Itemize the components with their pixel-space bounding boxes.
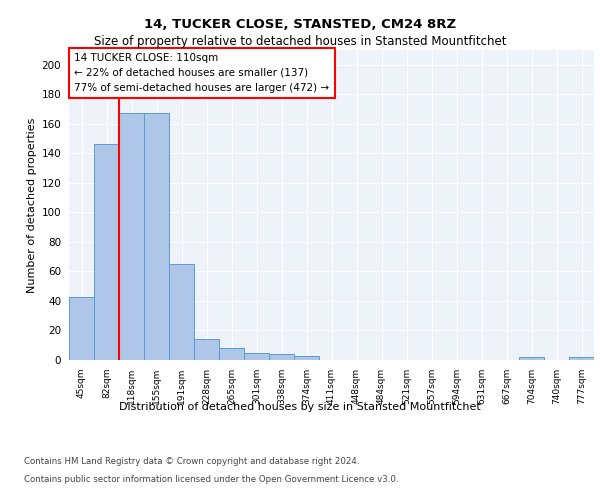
Bar xyxy=(194,340,219,360)
Text: Contains public sector information licensed under the Open Government Licence v3: Contains public sector information licen… xyxy=(24,475,398,484)
Bar xyxy=(69,296,94,360)
Text: Distribution of detached houses by size in Stansted Mountfitchet: Distribution of detached houses by size … xyxy=(119,402,481,412)
Text: Contains HM Land Registry data © Crown copyright and database right 2024.: Contains HM Land Registry data © Crown c… xyxy=(24,458,359,466)
Bar xyxy=(219,348,244,360)
Text: 14, TUCKER CLOSE, STANSTED, CM24 8RZ: 14, TUCKER CLOSE, STANSTED, CM24 8RZ xyxy=(144,18,456,30)
Bar xyxy=(569,357,594,360)
Bar xyxy=(519,357,544,360)
Bar xyxy=(294,356,319,360)
Bar xyxy=(119,114,144,360)
Bar xyxy=(144,114,169,360)
Text: 14 TUCKER CLOSE: 110sqm
← 22% of detached houses are smaller (137)
77% of semi-d: 14 TUCKER CLOSE: 110sqm ← 22% of detache… xyxy=(74,53,329,92)
Bar xyxy=(244,352,269,360)
Bar xyxy=(269,354,294,360)
Y-axis label: Number of detached properties: Number of detached properties xyxy=(28,118,37,292)
Bar xyxy=(94,144,119,360)
Text: Size of property relative to detached houses in Stansted Mountfitchet: Size of property relative to detached ho… xyxy=(94,35,506,48)
Bar xyxy=(169,264,194,360)
